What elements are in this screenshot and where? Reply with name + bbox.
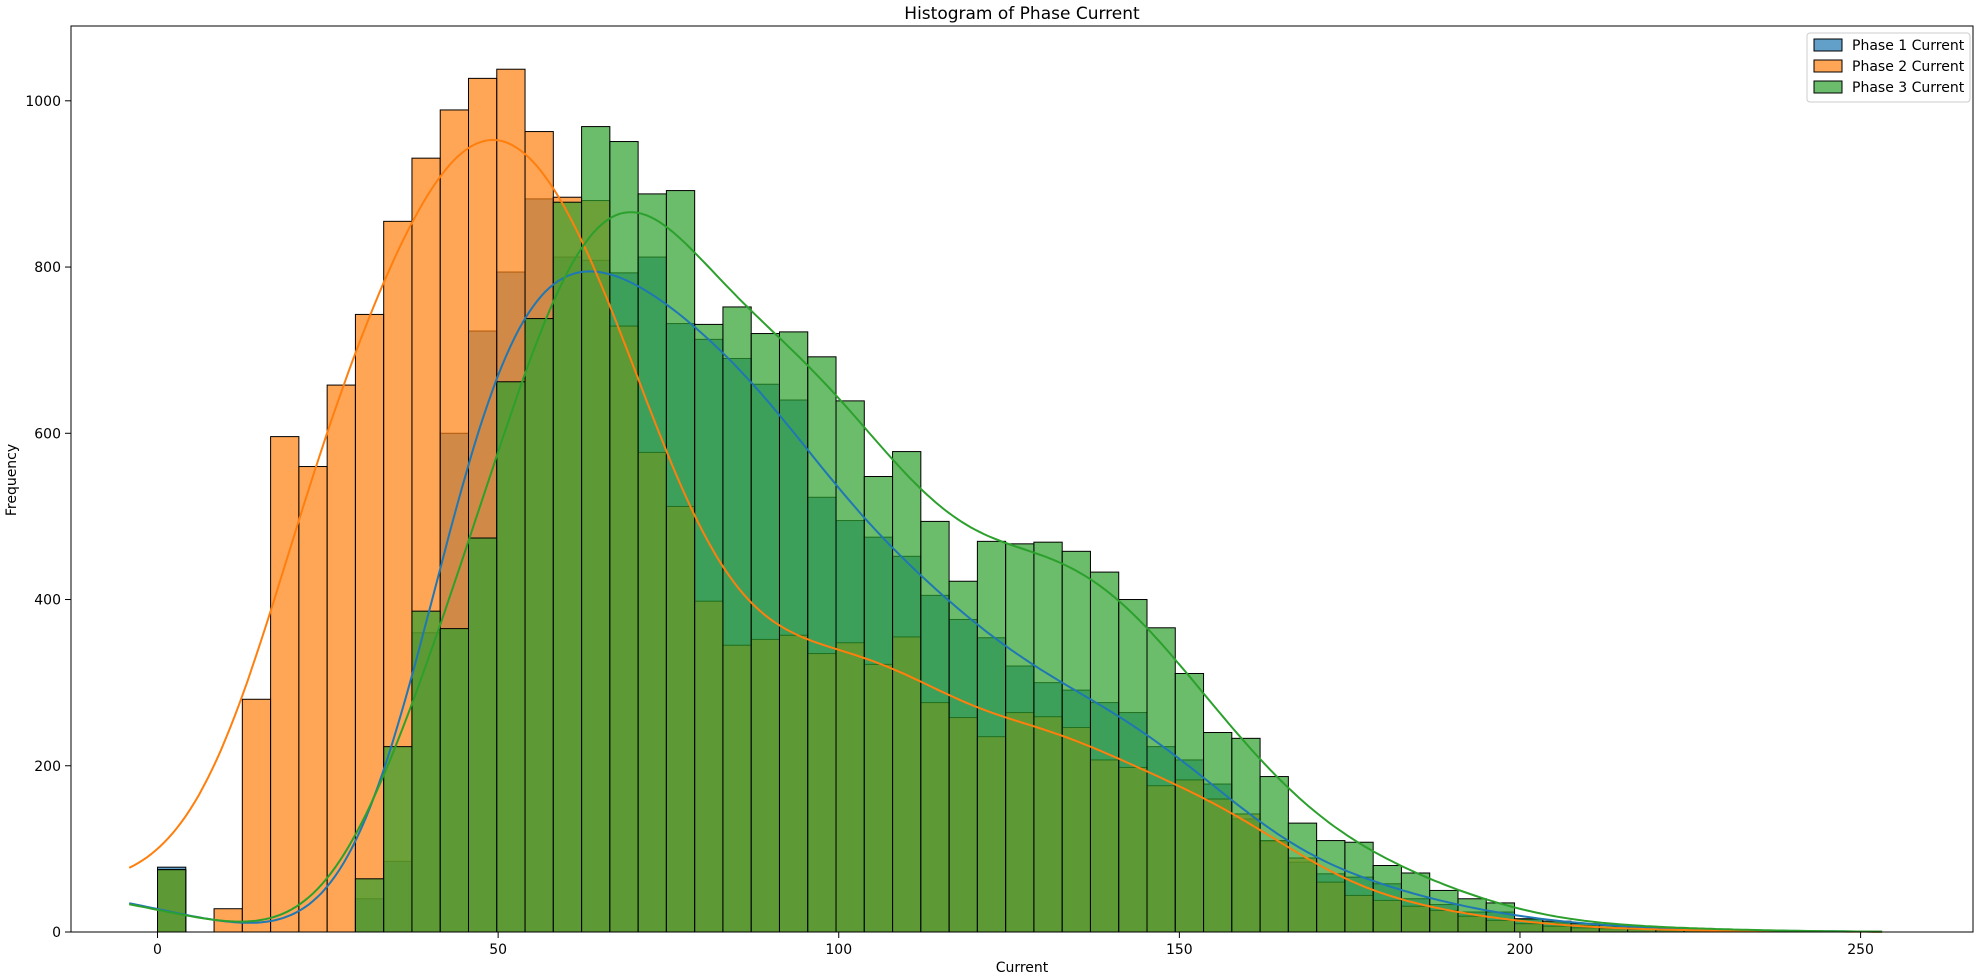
histogram-bar: [1033, 541, 1063, 933]
histogram-bar: [750, 333, 780, 933]
kde-layer: [128, 138, 1883, 933]
histogram-bar: [439, 628, 469, 933]
histogram-bar: [722, 306, 752, 933]
y-tick-label: 600: [34, 426, 61, 442]
chart-title: Histogram of Phase Current: [904, 4, 1140, 24]
x-axis: 0 50 100 150 200 250: [153, 932, 1874, 958]
histogram-bar: [354, 313, 385, 933]
histogram-bar: [1231, 737, 1261, 933]
histogram-bar: [609, 141, 639, 933]
histogram-bar: [1146, 627, 1176, 933]
x-tick-label: 150: [1166, 942, 1193, 958]
x-tick-label: 0: [153, 942, 162, 958]
legend: Phase 1 Current Phase 2 Current Phase 3 …: [1806, 32, 1971, 103]
y-tick-label: 200: [34, 759, 61, 775]
histogram-bar: [581, 126, 611, 933]
kde-curve-series-2: [128, 138, 1883, 933]
histogram-bar: [835, 400, 865, 933]
histogram-bar: [1174, 672, 1205, 933]
x-axis-label: Current: [996, 960, 1049, 976]
histogram-bar: [496, 381, 526, 933]
histogram-bar: [637, 193, 667, 933]
histogram-bar: [1203, 732, 1233, 933]
y-axis: 0 200 400 600 800 1000: [25, 94, 71, 941]
legend-swatch-phase-2: [1813, 59, 1843, 73]
histogram-bar: [694, 323, 724, 933]
histogram-bar: [1316, 840, 1346, 933]
histogram-bar: [524, 318, 554, 933]
y-tick-label: 800: [34, 260, 61, 276]
legend-label-phase-1: Phase 1 Current: [1852, 38, 1965, 54]
histogram-bar: [778, 331, 809, 933]
kde-curve-series-3: [129, 211, 1883, 933]
histogram-bar: [1344, 841, 1374, 933]
legend-label-phase-3: Phase 3 Current: [1852, 80, 1965, 96]
histogram-bar: [1287, 822, 1318, 933]
plot-frame: [70, 25, 1974, 933]
histogram-bar: [948, 580, 978, 933]
histogram-bar: [270, 436, 300, 933]
y-tick-label: 0: [52, 925, 61, 941]
bars-layer: [157, 68, 1827, 933]
histogram-bar: [1259, 776, 1289, 933]
kde-curve-series-1: [128, 270, 1883, 933]
x-tick-label: 50: [489, 942, 507, 958]
y-tick-label: 400: [34, 593, 61, 609]
histogram-bar: [892, 451, 922, 933]
histogram-bar: [1005, 543, 1035, 933]
histogram-bar: [354, 878, 385, 933]
legend-box: [1806, 32, 1971, 103]
legend-swatch-phase-1: [1813, 38, 1843, 52]
legend-swatch-phase-3: [1813, 80, 1843, 94]
histogram-bar: [920, 520, 950, 933]
histogram-bar: [241, 698, 272, 933]
histogram-bar: [383, 746, 413, 933]
x-tick-label: 100: [825, 942, 852, 958]
histogram-bar: [665, 190, 696, 933]
y-tick-label: 1000: [25, 94, 61, 110]
histogram-bar: [976, 540, 1007, 933]
histogram-bar: [298, 466, 328, 933]
histogram-bar: [552, 201, 583, 933]
y-axis-label: Frequency: [4, 444, 20, 516]
x-tick-label: 200: [1507, 942, 1534, 958]
x-tick-label: 250: [1847, 942, 1874, 958]
histogram-bar: [157, 869, 187, 933]
legend-label-phase-2: Phase 2 Current: [1852, 59, 1965, 75]
histogram-bar: [467, 537, 498, 933]
